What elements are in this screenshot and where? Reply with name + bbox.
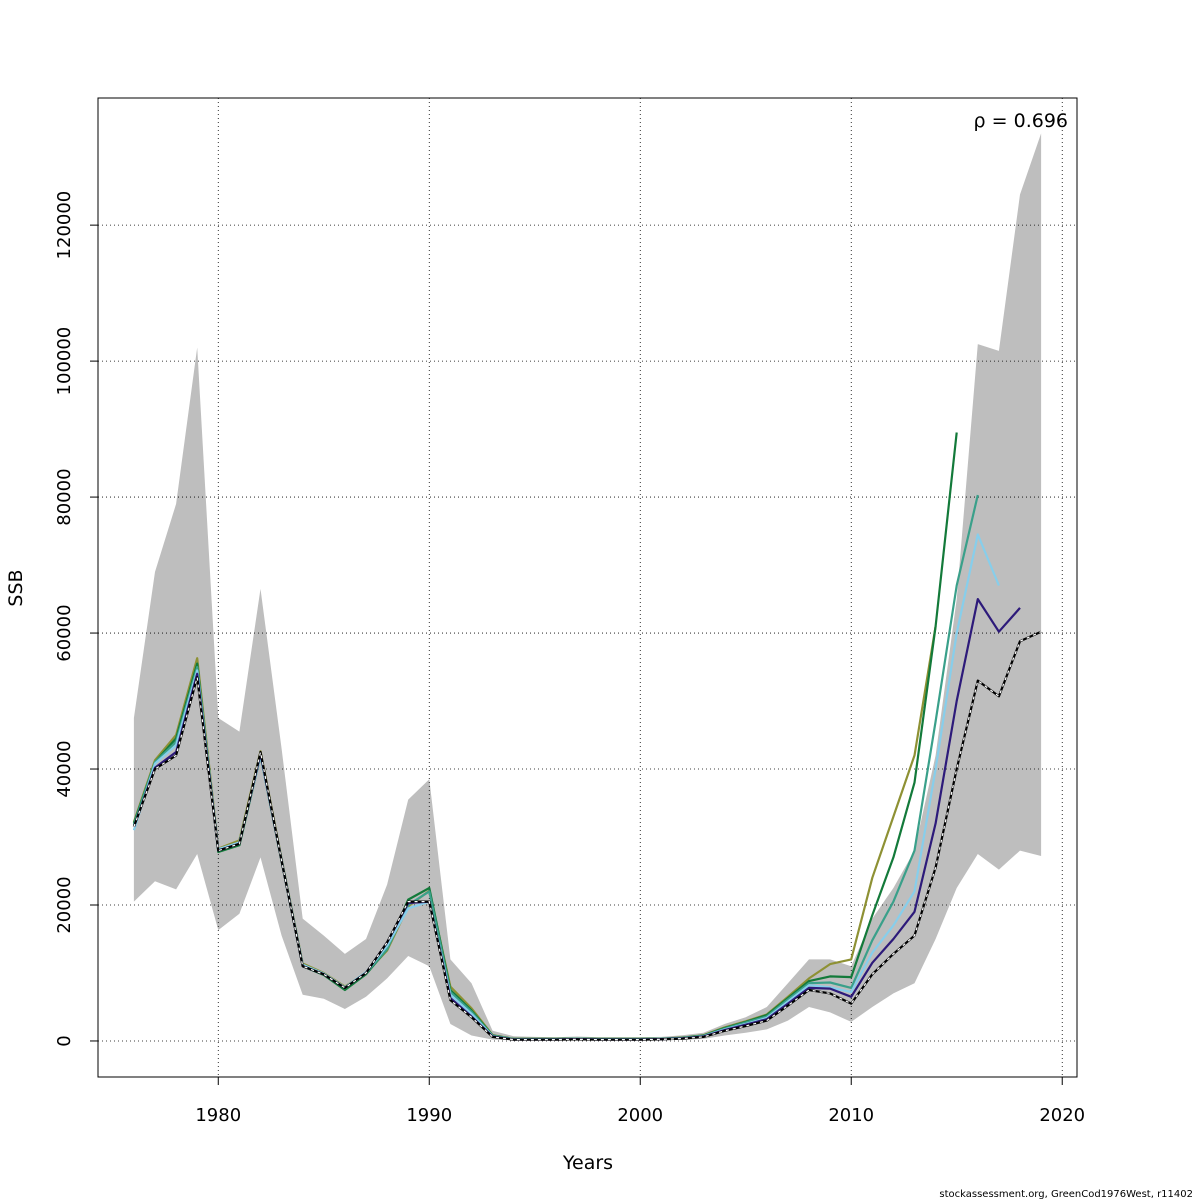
confidence-band [133,133,1042,1041]
rho-annotation: ρ = 0.696 [974,110,1068,132]
x-tick-label-2000: 2000 [617,1105,663,1126]
y-tick-label-20000: 20000 [54,876,75,933]
x-tick-label-2020: 2020 [1039,1105,1085,1126]
footer-credit: stockassessment.org, GreenCod1976West, r… [939,1189,1193,1200]
y-axis: 0 20000 40000 60000 80000 100000 120000 [54,191,98,1047]
y-tick-label-120000: 120000 [54,191,75,260]
x-tick-label-1980: 1980 [195,1105,241,1126]
x-tick-label-1990: 1990 [406,1105,452,1126]
series-layer [132,432,1042,1041]
x-tick-label-2010: 2010 [828,1105,874,1126]
y-tick-label-100000: 100000 [54,327,75,396]
y-tick-label-40000: 40000 [54,740,75,797]
y-tick-label-0: 0 [54,1035,75,1046]
confidence-band-layer [133,133,1042,1041]
plot-frame [97,97,1078,1078]
series-line-0-dash [133,631,1042,1041]
x-axis-title: Years [562,1152,613,1174]
y-tick-label-80000: 80000 [54,468,75,525]
y-tick-label-60000: 60000 [54,604,75,661]
x-axis: 1980 1990 2000 2010 2020 [195,1077,1085,1126]
y-axis-title: SSB [5,569,27,606]
